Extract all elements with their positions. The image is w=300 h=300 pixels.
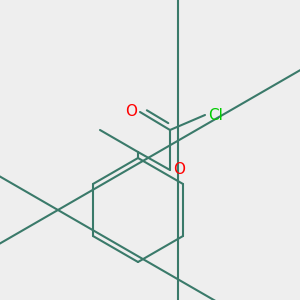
Text: Cl: Cl bbox=[208, 107, 223, 122]
Text: O: O bbox=[173, 163, 185, 178]
Text: O: O bbox=[125, 104, 137, 119]
